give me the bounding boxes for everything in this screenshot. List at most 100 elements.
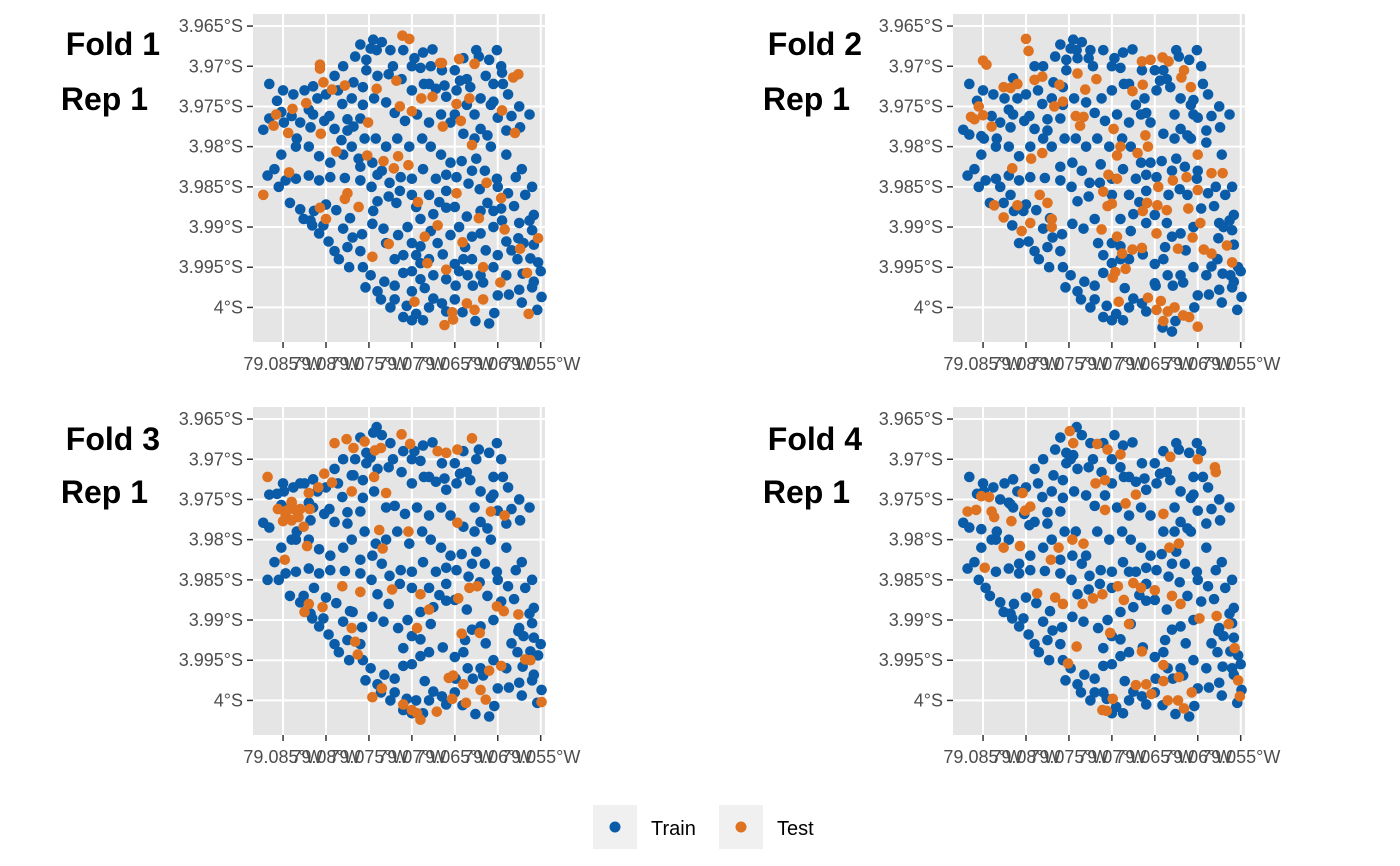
train-point bbox=[436, 457, 448, 469]
train-point bbox=[1175, 269, 1186, 281]
test-point bbox=[1167, 175, 1179, 186]
y-tick-label: 4°S bbox=[914, 297, 943, 317]
test-point bbox=[318, 468, 330, 480]
test-point bbox=[460, 697, 472, 709]
train-point bbox=[425, 618, 437, 630]
train-point bbox=[294, 117, 306, 128]
train-point bbox=[526, 224, 538, 236]
train-point bbox=[1169, 502, 1180, 513]
train-point bbox=[375, 294, 387, 305]
x-tick-label: 79.075°W bbox=[1029, 747, 1108, 767]
train-point bbox=[492, 683, 504, 694]
train-point bbox=[1089, 500, 1101, 512]
train-point bbox=[1134, 196, 1145, 208]
test-point bbox=[279, 554, 291, 566]
train-point bbox=[516, 297, 528, 308]
train-point bbox=[271, 488, 283, 500]
legend-label-test: Test bbox=[777, 818, 814, 840]
panel-title-rep: Rep 1 bbox=[61, 81, 148, 117]
test-point bbox=[983, 491, 995, 503]
train-point bbox=[1018, 115, 1030, 127]
test-point bbox=[1183, 203, 1194, 214]
train-point bbox=[1029, 123, 1040, 135]
train-point bbox=[1145, 157, 1156, 169]
train-point bbox=[475, 228, 486, 239]
test-point bbox=[452, 517, 463, 529]
test-point bbox=[1151, 304, 1162, 316]
train-point bbox=[1135, 542, 1147, 553]
train-point bbox=[1097, 44, 1109, 56]
train-point bbox=[389, 294, 401, 305]
train-point bbox=[991, 526, 1003, 537]
train-point bbox=[1055, 432, 1066, 443]
test-point bbox=[289, 504, 301, 516]
test-point bbox=[1057, 598, 1069, 610]
train-point bbox=[357, 81, 369, 93]
test-point bbox=[443, 672, 455, 684]
train-point bbox=[303, 170, 315, 181]
train-point bbox=[1080, 490, 1092, 501]
test-point bbox=[965, 111, 977, 123]
train-point bbox=[1219, 189, 1231, 201]
train-point bbox=[418, 78, 430, 90]
y-tick-label: 3.98°S bbox=[189, 137, 243, 157]
train-point bbox=[1127, 437, 1138, 448]
train-point bbox=[526, 675, 538, 686]
train-point bbox=[973, 181, 985, 193]
test-point bbox=[1149, 584, 1161, 596]
test-point bbox=[1057, 96, 1069, 107]
test-point bbox=[346, 486, 358, 497]
train-point bbox=[1235, 265, 1247, 277]
train-point bbox=[1106, 453, 1118, 465]
train-point bbox=[482, 523, 493, 534]
train-point bbox=[434, 589, 445, 601]
train-point bbox=[372, 70, 383, 82]
y-tick-label: 3.985°S bbox=[879, 570, 943, 590]
train-point bbox=[1145, 550, 1156, 562]
train-point bbox=[480, 70, 492, 82]
train-point bbox=[367, 611, 378, 623]
test-point bbox=[304, 503, 315, 515]
train-point bbox=[1128, 293, 1139, 304]
train-point bbox=[1084, 570, 1095, 582]
legend-label-train: Train bbox=[651, 818, 696, 840]
test-point bbox=[1091, 438, 1103, 450]
test-point bbox=[1169, 302, 1180, 313]
train-point bbox=[1202, 580, 1214, 592]
train-point bbox=[385, 437, 396, 449]
train-point bbox=[513, 101, 525, 112]
test-point bbox=[447, 314, 459, 325]
test-point bbox=[1115, 449, 1126, 460]
train-point bbox=[464, 474, 476, 486]
train-point bbox=[406, 237, 418, 249]
train-point bbox=[423, 582, 435, 594]
train-point bbox=[1191, 566, 1203, 578]
train-point bbox=[1046, 93, 1058, 104]
test-point bbox=[282, 127, 294, 139]
train-point bbox=[1032, 478, 1044, 489]
train-point bbox=[271, 95, 283, 107]
train-point bbox=[488, 614, 499, 626]
train-point bbox=[964, 78, 975, 90]
train-point bbox=[488, 471, 499, 483]
test-point bbox=[1115, 141, 1126, 152]
train-point bbox=[461, 604, 473, 615]
test-point bbox=[427, 91, 438, 103]
train-point bbox=[411, 502, 423, 513]
train-point bbox=[501, 518, 512, 529]
train-point bbox=[482, 590, 493, 602]
test-point bbox=[496, 105, 508, 116]
train-point bbox=[378, 616, 389, 627]
train-point bbox=[470, 546, 482, 558]
train-point bbox=[337, 98, 348, 110]
train-point bbox=[462, 269, 474, 281]
test-point bbox=[1172, 695, 1184, 706]
test-point bbox=[367, 691, 378, 703]
test-point bbox=[439, 319, 450, 331]
train-point bbox=[361, 447, 372, 459]
train-point bbox=[1140, 306, 1152, 317]
train-point bbox=[964, 129, 975, 140]
train-point bbox=[1078, 223, 1089, 234]
train-point bbox=[1123, 302, 1135, 313]
test-point bbox=[1176, 72, 1187, 83]
